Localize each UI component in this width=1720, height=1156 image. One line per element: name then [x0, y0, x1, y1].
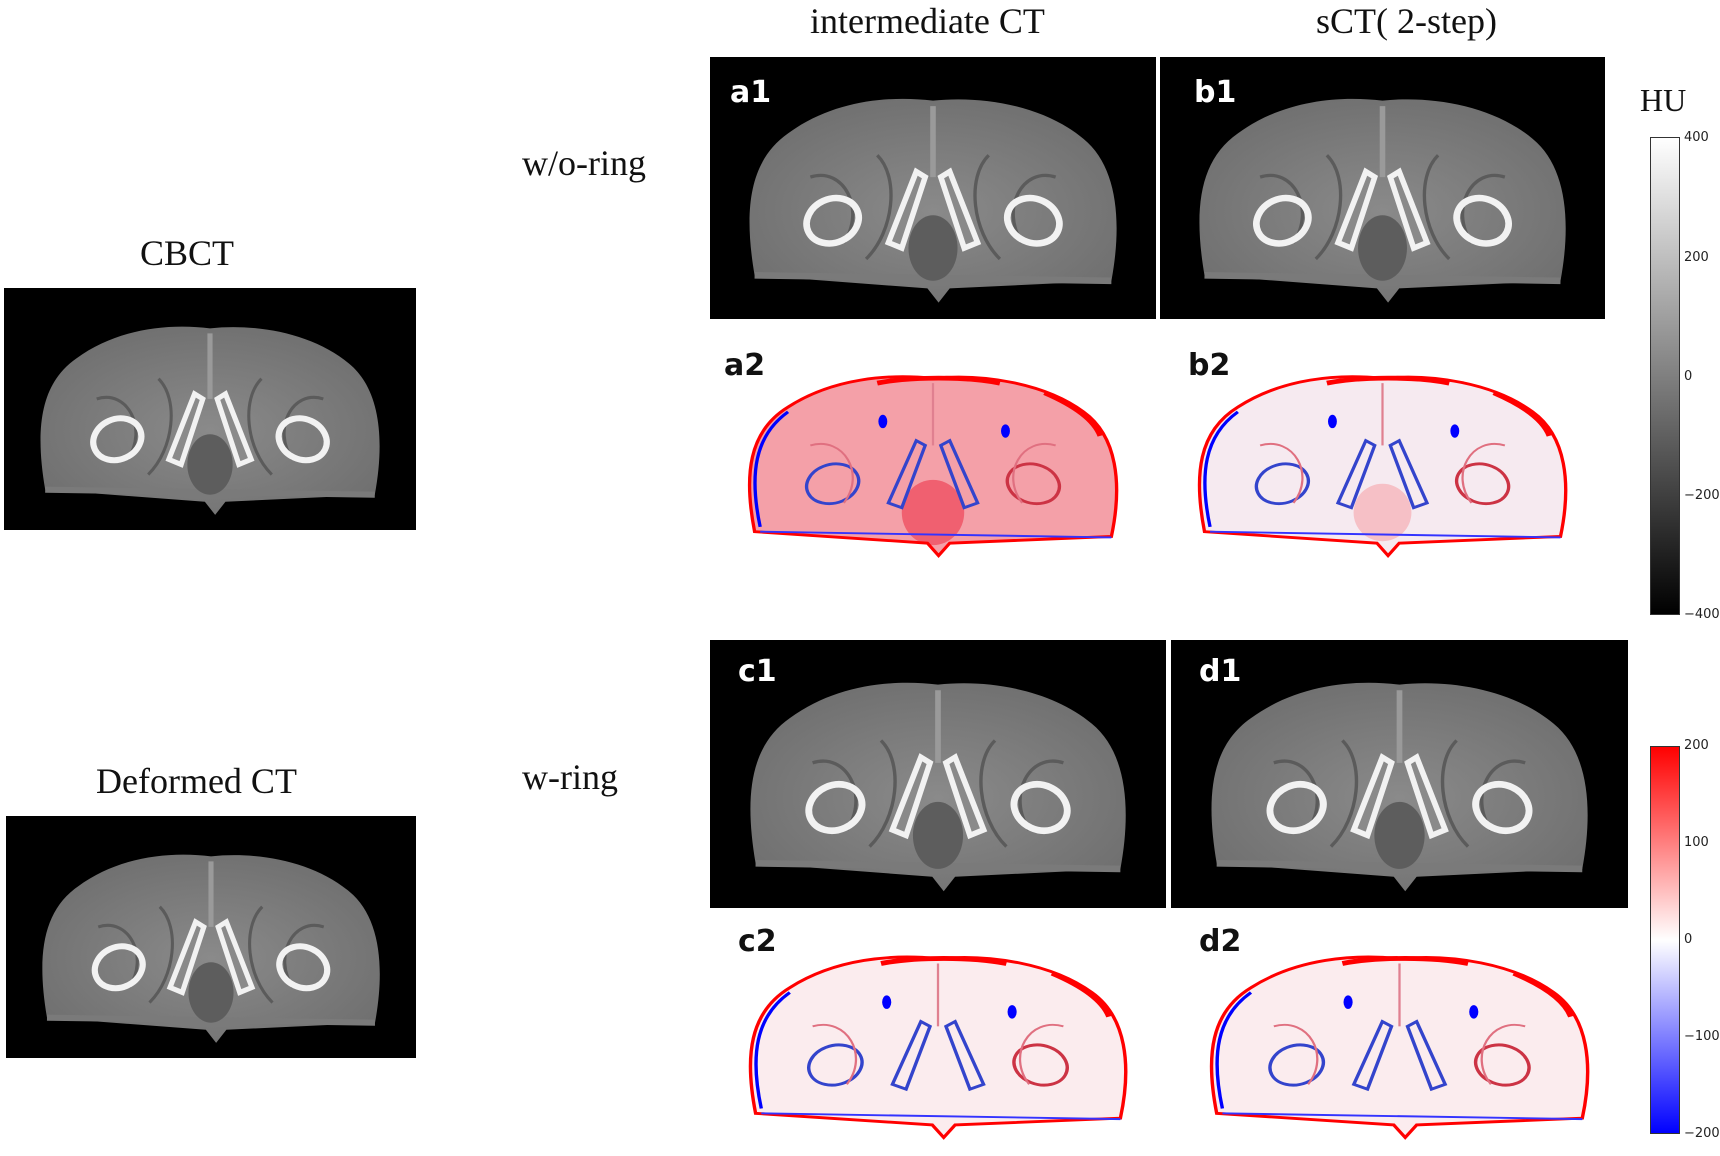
difference-colorbar [1650, 746, 1680, 1134]
panel-d1-sct-with-ring: d1 [1171, 640, 1628, 908]
panel-id-a2: a2 [724, 348, 766, 383]
panel-id-c1: c1 [738, 654, 777, 689]
cbct-label: CBCT [140, 233, 235, 273]
hu-tick: −200 [1684, 488, 1720, 503]
column-header-sct-2-step: sCT( 2-step) [1316, 1, 1497, 41]
deformed-ct-image [6, 816, 416, 1058]
panel-a2-difference-intermediate-without-ring: a2 [710, 340, 1156, 570]
panel-d2-difference-sct-with-ring: d2 [1171, 920, 1628, 1152]
panel-id-b2: b2 [1188, 348, 1231, 383]
row-label-with-ring: w-ring [522, 757, 618, 797]
difference-tick: 200 [1684, 738, 1709, 753]
hu-tick: −400 [1684, 607, 1720, 622]
cbct-image [4, 288, 416, 530]
panel-id-d1: d1 [1199, 654, 1242, 689]
panel-c2-difference-intermediate-with-ring: c2 [710, 920, 1166, 1152]
panel-id-d2: d2 [1199, 924, 1242, 959]
hu-tick: 200 [1684, 250, 1709, 265]
row-label-without-ring: w/o-ring [522, 143, 646, 183]
panel-id-a1: a1 [730, 75, 772, 110]
difference-tick: 100 [1684, 835, 1709, 850]
hu-colorbar [1650, 137, 1680, 615]
hu-unit-label: HU [1640, 82, 1687, 118]
difference-tick: −100 [1684, 1029, 1720, 1044]
deformed-ct-label: Deformed CT [96, 761, 297, 801]
panel-c1-intermediate-ct-with-ring: c1 [710, 640, 1166, 908]
panel-a1-intermediate-ct-without-ring: a1 [710, 57, 1156, 319]
difference-tick: 0 [1684, 932, 1693, 947]
panel-id-b1: b1 [1194, 75, 1237, 110]
panel-id-c2: c2 [738, 924, 777, 959]
panel-b1-sct-without-ring: b1 [1160, 57, 1605, 319]
hu-tick: 400 [1684, 130, 1709, 145]
difference-tick: −200 [1684, 1126, 1720, 1141]
column-header-intermediate-ct: intermediate CT [810, 1, 1045, 41]
hu-tick: 0 [1684, 369, 1693, 384]
panel-b2-difference-sct-without-ring: b2 [1160, 340, 1605, 570]
